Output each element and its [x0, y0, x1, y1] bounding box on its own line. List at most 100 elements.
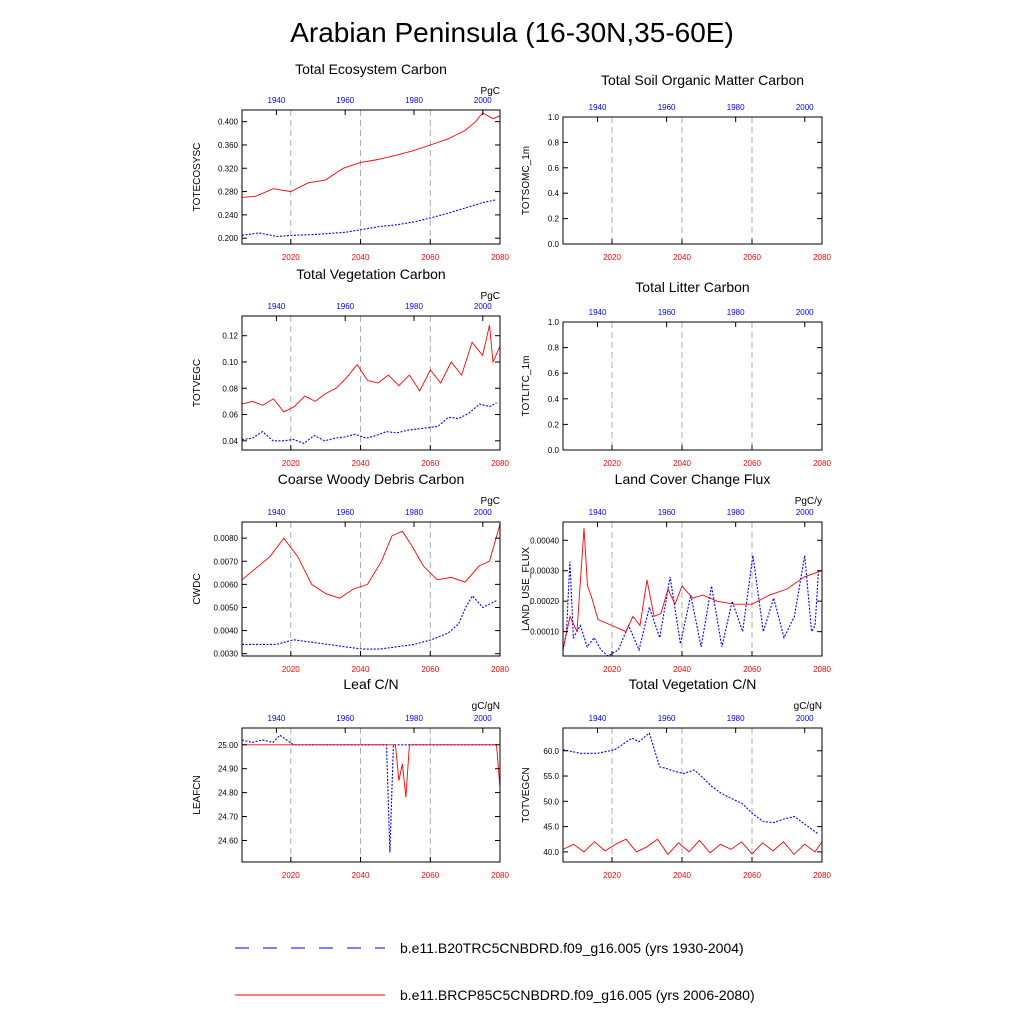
x-bottom-tick-label: 2020	[282, 871, 300, 880]
chart-panel: Coarse Woody Debris Carbon PgC 0.0030 0.004…	[192, 471, 509, 674]
x-top-tick-label: 1980	[727, 308, 745, 317]
panel-title: Total Vegetation C/N	[629, 676, 757, 692]
x-bottom-tick-label: 2060	[743, 253, 761, 262]
y-tick-label: 0.2	[548, 420, 560, 429]
x-top-tick-label: 2000	[796, 714, 814, 723]
x-bottom-tick-label: 2060	[421, 871, 439, 880]
y-tick-label: 0.0040	[214, 627, 239, 636]
historical-series-line	[241, 199, 497, 237]
x-top-tick-label: 1940	[268, 302, 286, 311]
panel-title: Total Vegetation Carbon	[296, 266, 445, 282]
historical-series-line	[241, 734, 497, 853]
y-tick-label: 0.4	[548, 395, 560, 404]
y-tick-label: 0.12	[222, 332, 238, 341]
x-top-tick-label: 1940	[589, 308, 607, 317]
plot-frame	[241, 315, 501, 451]
historical-series-line	[562, 555, 820, 657]
x-bottom-tick-label: 2080	[813, 665, 831, 674]
x-bottom-tick-label: 2020	[603, 871, 621, 880]
x-bottom-tick-label: 2020	[282, 459, 300, 468]
x-top-tick-label: 1980	[405, 96, 423, 105]
x-bottom-tick-label: 2080	[491, 665, 509, 674]
x-bottom-tick-label: 2040	[352, 253, 370, 262]
x-bottom-tick-label: 2080	[813, 253, 831, 262]
y-tick-label: 60.0	[543, 747, 559, 756]
chart-panel: Total Litter Carbon 0.0 0.2 0.4 0.6 0.8 1.0 202…	[521, 279, 831, 468]
y-tick-label: 0.00020	[530, 597, 559, 606]
rcp85-series-line	[241, 112, 501, 198]
y-tick-label: 0.8	[548, 138, 560, 147]
chart-panel: Total Soil Organic Matter Carbon 0.0 0.2 0.…	[521, 72, 831, 262]
plot-frame	[562, 116, 823, 245]
y-axis-label: TOTVEGCN	[521, 767, 532, 822]
plot-frame	[241, 521, 501, 657]
chart-panel: Land Cover Change Flux PgC/y 0.00010 0.0002…	[521, 471, 831, 674]
legend: b.e11.B20TRC5CNBDRD.f09_g16.005 (yrs 193…	[235, 940, 755, 1003]
historical-series-line	[562, 732, 819, 835]
rcp85-series-line	[241, 325, 501, 413]
y-tick-label: 0.320	[218, 164, 239, 173]
y-tick-label: 55.0	[543, 772, 559, 781]
x-top-tick-label: 2000	[796, 308, 814, 317]
y-tick-label: 45.0	[543, 823, 559, 832]
x-bottom-tick-label: 2020	[603, 459, 621, 468]
y-tick-label: 24.60	[218, 836, 239, 845]
x-top-tick-label: 1960	[336, 302, 354, 311]
plot-frame	[562, 521, 823, 657]
y-tick-label: 0.04	[222, 437, 238, 446]
panel-unit: gC/gN	[472, 701, 500, 712]
chart-panel: Leaf C/N gC/gN 24.60 24.70 24.80 24.90 25.00 20…	[192, 676, 509, 880]
y-tick-label: 1.0	[548, 113, 560, 122]
x-top-tick-label: 2000	[796, 103, 814, 112]
y-tick-label: 0.6	[548, 369, 560, 378]
x-top-tick-label: 2000	[474, 714, 492, 723]
panel-title: Total Litter Carbon	[635, 279, 749, 295]
y-tick-label: 0.2	[548, 215, 560, 224]
y-tick-label: 0.00010	[530, 628, 559, 637]
rcp85-series-line	[562, 838, 823, 856]
y-tick-label: 0.0	[548, 240, 560, 249]
x-top-tick-label: 1980	[405, 714, 423, 723]
panel-unit: gC/gN	[794, 701, 822, 712]
legend-label: b.e11.BRCP85C5CNBDRD.f09_g16.005 (yrs 20…	[400, 987, 755, 1003]
x-top-tick-label: 2000	[796, 508, 814, 517]
y-tick-label: 0.6	[548, 164, 560, 173]
y-tick-label: 0.0070	[214, 557, 239, 566]
y-tick-label: 0.10	[222, 358, 238, 367]
panel-unit: PgC	[481, 291, 500, 302]
x-bottom-tick-label: 2040	[352, 665, 370, 674]
main-title: Arabian Peninsula (16-30N,35-60E)	[290, 17, 734, 48]
rcp85-series-line	[241, 524, 501, 599]
panel-unit: PgC/y	[795, 496, 822, 507]
y-tick-label: 24.90	[218, 765, 239, 774]
historical-series-line	[242, 594, 497, 650]
y-tick-label: 0.08	[222, 384, 238, 393]
x-bottom-tick-label: 2020	[603, 665, 621, 674]
y-tick-label: 1.0	[548, 318, 560, 327]
x-top-tick-label: 1980	[727, 714, 745, 723]
y-axis-label: LAND_USE_FLUX	[521, 547, 532, 631]
panel-title: Coarse Woody Debris Carbon	[278, 471, 465, 487]
x-top-tick-label: 2000	[474, 508, 492, 517]
x-top-tick-label: 1960	[336, 508, 354, 517]
x-top-tick-label: 1960	[658, 308, 676, 317]
x-bottom-tick-label: 2020	[282, 253, 300, 262]
x-bottom-tick-label: 2060	[743, 871, 761, 880]
chart-panel: Total Ecosystem Carbon PgC 0.200 0.240 0.280…	[192, 61, 509, 262]
panels: Total Ecosystem Carbon PgC 0.200 0.240 0.280…	[192, 61, 831, 880]
y-tick-label: 24.70	[218, 813, 239, 822]
y-tick-label: 0.0060	[214, 580, 239, 589]
x-top-tick-label: 1940	[589, 714, 607, 723]
x-bottom-tick-label: 2080	[491, 459, 509, 468]
rcp85-series-line	[562, 528, 823, 650]
x-bottom-tick-label: 2040	[352, 871, 370, 880]
y-tick-label: 0.4	[548, 189, 560, 198]
panel-title: Leaf C/N	[343, 676, 398, 692]
panel-title: Total Ecosystem Carbon	[295, 61, 447, 77]
plot-frame	[562, 727, 823, 863]
legend-label: b.e11.B20TRC5CNBDRD.f09_g16.005 (yrs 193…	[400, 940, 744, 956]
rcp85-series-line	[242, 744, 501, 798]
x-top-tick-label: 1940	[268, 714, 286, 723]
y-tick-label: 50.0	[543, 797, 559, 806]
